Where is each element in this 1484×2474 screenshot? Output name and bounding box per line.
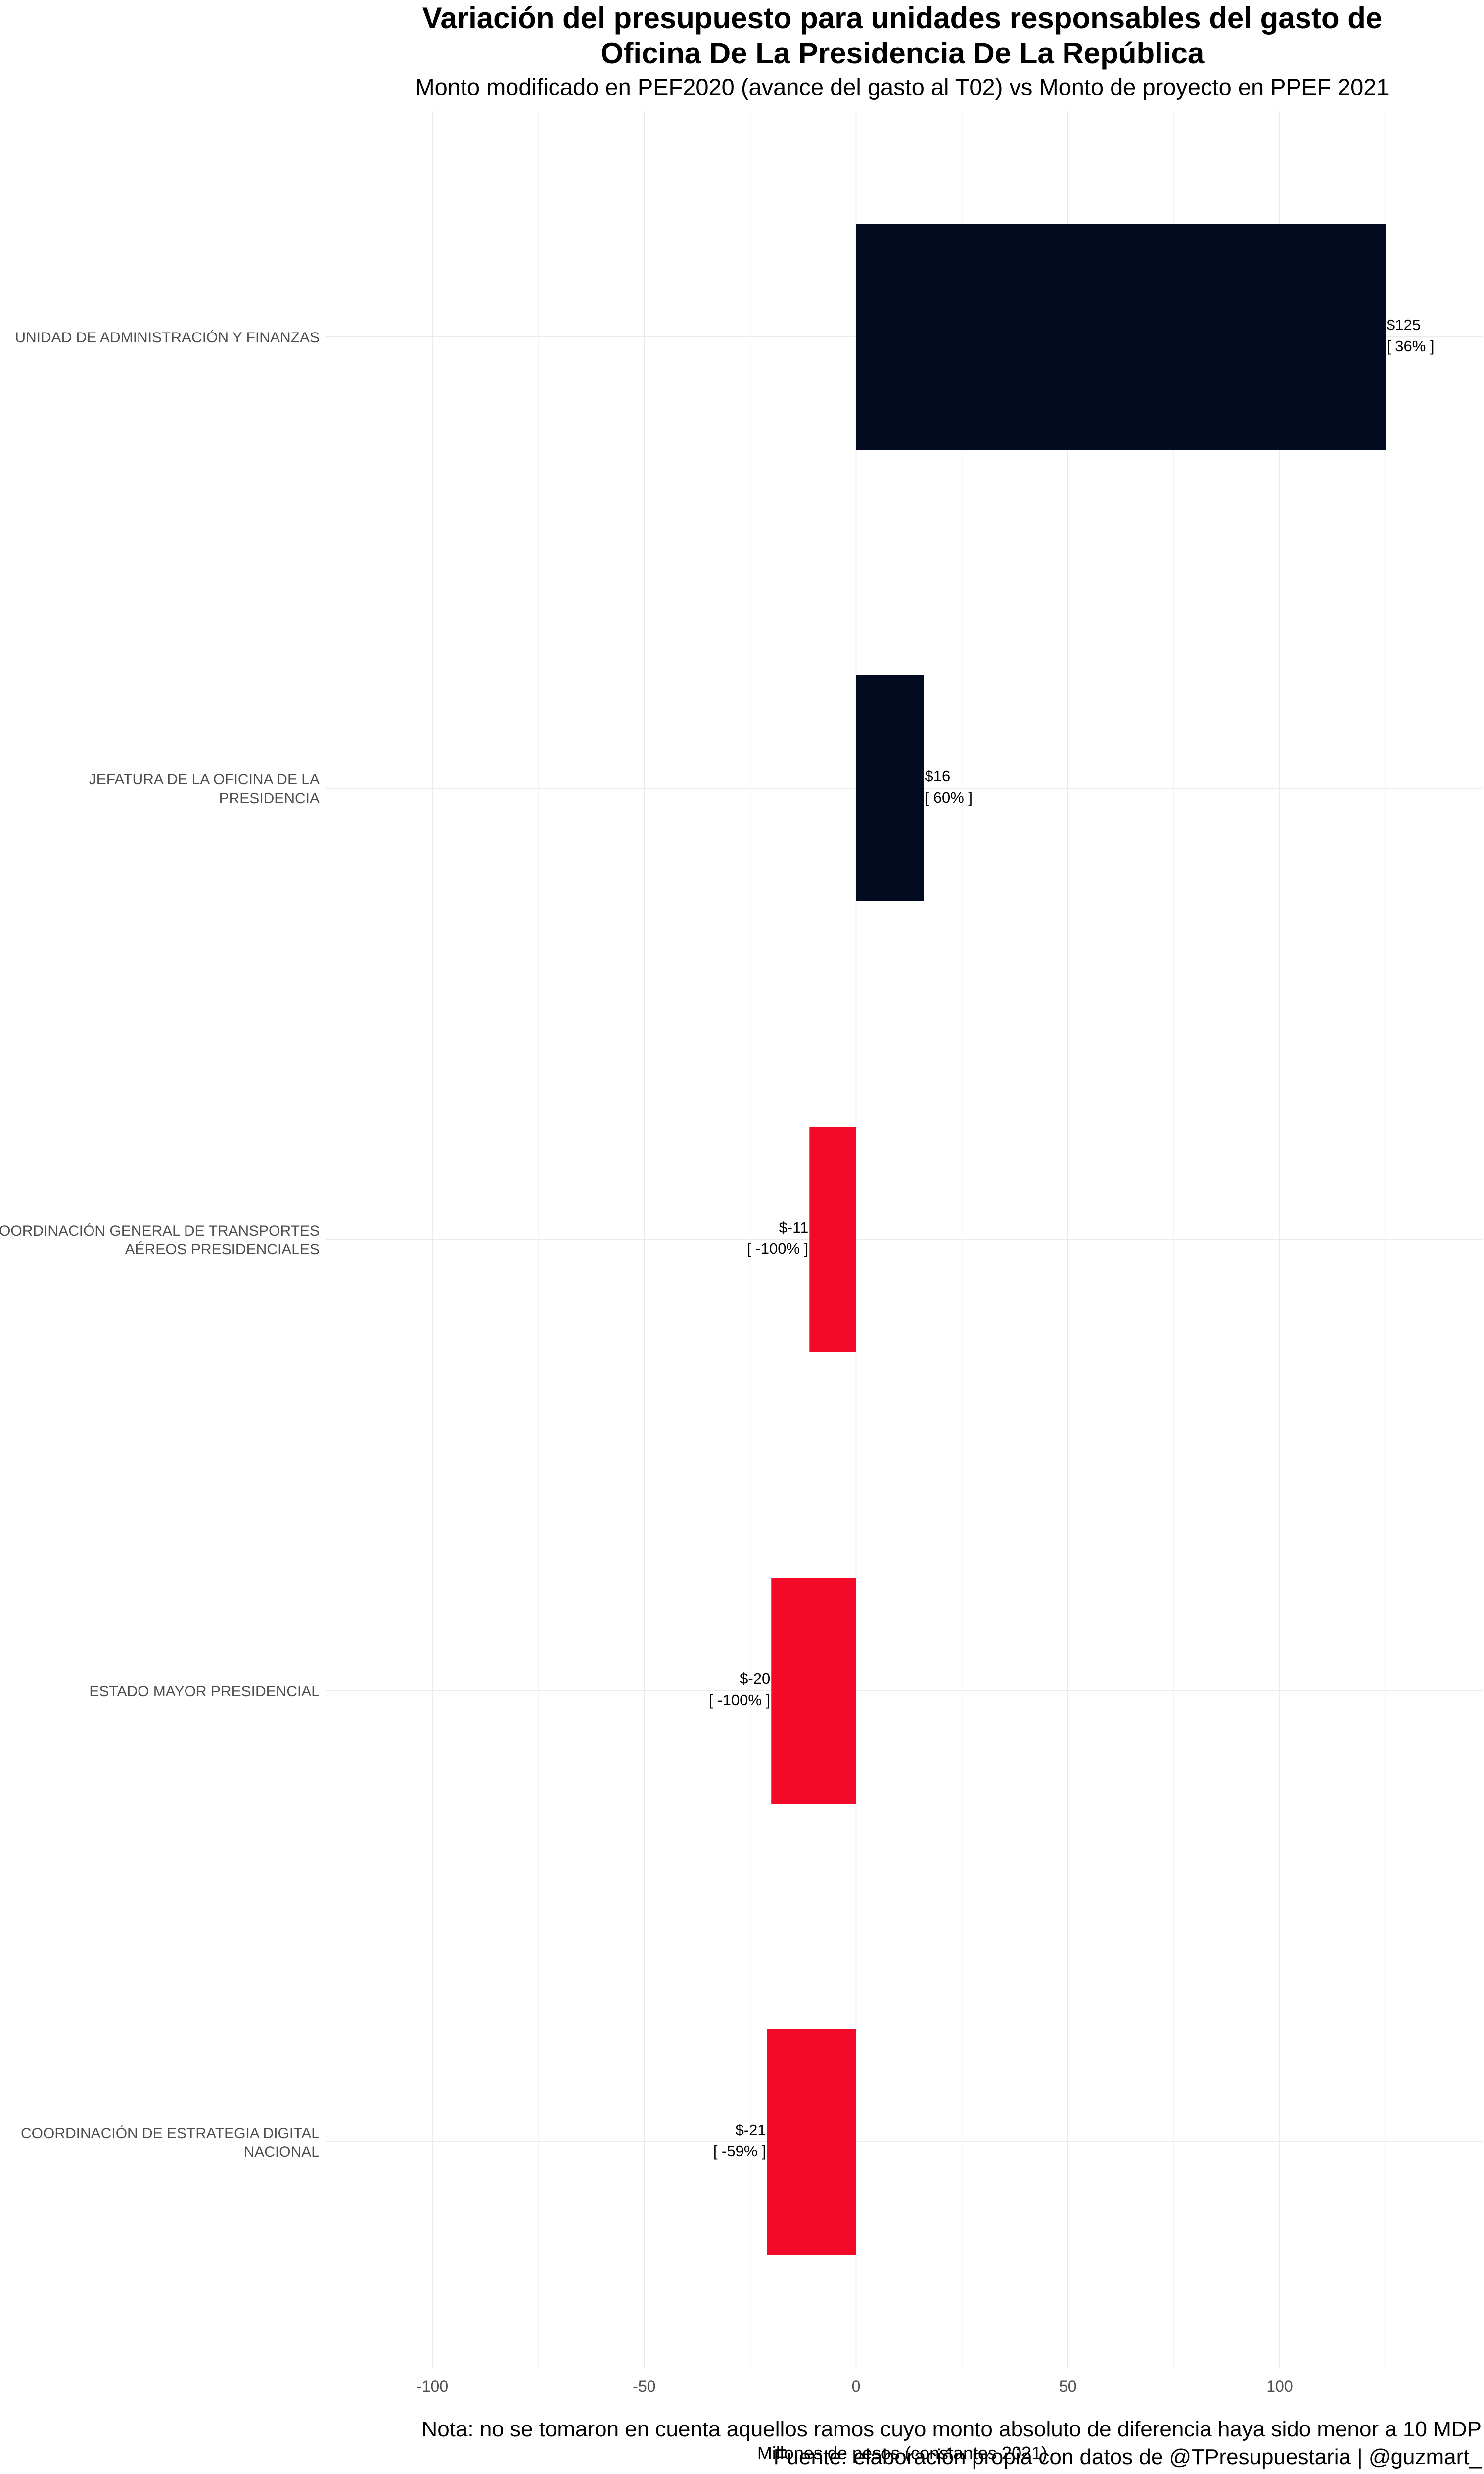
bar-value-label: $-11 xyxy=(779,1219,809,1236)
bar-value-label: $125 xyxy=(1387,316,1421,333)
bar-percent-label: [ -100% ] xyxy=(747,1240,808,1257)
category-label: PRESIDENCIA xyxy=(219,790,320,807)
category-label: COORDINACIÓN GENERAL DE TRANSPORTES xyxy=(0,1223,320,1239)
grid-layer xyxy=(326,111,1483,2368)
category-label: AÉREOS PRESIDENCIALES xyxy=(125,1241,320,1258)
category-label: UNIDAD DE ADMINISTRACIÓN Y FINANZAS xyxy=(15,330,320,346)
bar-percent-label: [ -100% ] xyxy=(709,1691,770,1709)
chart-subtitle: Monto modificado en PEF2020 (avance del … xyxy=(415,74,1389,100)
bar-value-label: $-20 xyxy=(740,1670,770,1687)
bar xyxy=(809,1127,856,1352)
label-layer: -100 -50 0 50 100 UNIDAD DE ADMINISTRACIÓN Y … xyxy=(0,316,1435,2395)
x-axis-title: Millones de pesos (constantes 2021) xyxy=(757,2443,1047,2463)
bar-layer xyxy=(767,224,1386,2255)
category-label: JEFATURA DE LA OFICINA DE LA xyxy=(89,771,320,788)
category-label: COORDINACIÓN DE ESTRATEGIA DIGITAL xyxy=(21,2125,320,2141)
bar-percent-label: [ 36% ] xyxy=(1387,337,1435,355)
bar-value-label: $16 xyxy=(925,767,951,785)
x-tick-label: -50 xyxy=(633,2378,655,2395)
x-tick-label: -100 xyxy=(417,2378,448,2395)
source-text: Fuente: elaboración propia con datos de … xyxy=(774,2445,1482,2469)
bar xyxy=(771,1578,856,1804)
chart-title-line-1: Variación del presupuesto para unidades … xyxy=(422,1,1383,35)
bar xyxy=(856,224,1386,450)
bar-value-label: $-21 xyxy=(736,2121,766,2139)
chart-title-line-2: Oficina De La Presidencia De La Repúblic… xyxy=(601,37,1205,70)
bar xyxy=(767,2029,856,2255)
category-label: ESTADO MAYOR PRESIDENCIAL xyxy=(89,1683,320,1700)
note-text: Nota: no se tomaron en cuenta aquellos r… xyxy=(421,2417,1482,2441)
x-tick-label: 100 xyxy=(1266,2378,1293,2395)
x-tick-label: 50 xyxy=(1059,2378,1077,2395)
bar-percent-label: [ -59% ] xyxy=(713,2142,766,2160)
bar xyxy=(856,675,924,901)
x-tick-label: 0 xyxy=(852,2378,861,2395)
category-label: NACIONAL xyxy=(244,2144,320,2160)
bar-percent-label: [ 60% ] xyxy=(925,789,973,806)
